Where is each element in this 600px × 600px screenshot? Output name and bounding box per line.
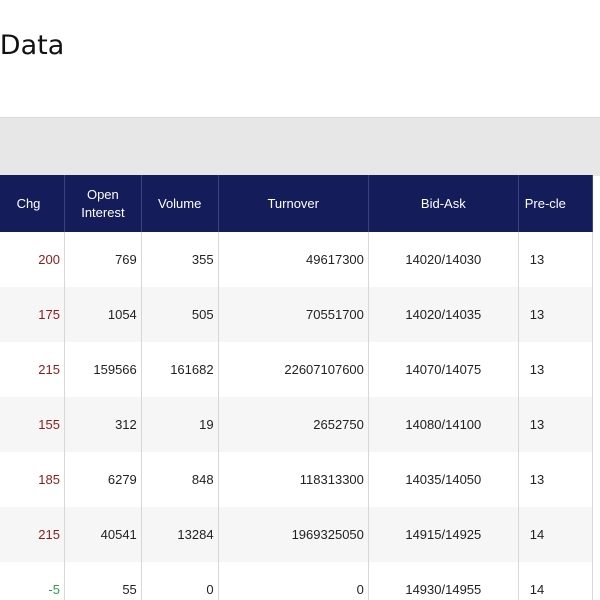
cell-turnover: 49617300 [218, 232, 369, 287]
column-header-pre-close[interactable]: Pre-cle [518, 175, 594, 232]
cell-turnover: 1969325050 [218, 507, 369, 562]
cell-pre-close: 13 [518, 452, 594, 507]
cell-volume: 848 [141, 452, 219, 507]
cell-turnover: 118313300 [218, 452, 369, 507]
cell-chg: 215 [0, 507, 65, 562]
cell-bid-ask: 14080/14100 [368, 397, 519, 452]
cell-pre-close: 13 [518, 397, 594, 452]
table-row[interactable]: 200 769 355 49617300 14020/14030 13 [0, 232, 594, 287]
cell-bid-ask: 14035/14050 [368, 452, 519, 507]
cell-volume: 161682 [141, 342, 219, 397]
market-data-table: Chg Open Interest Volume Turnover Bid-As… [0, 175, 594, 600]
cell-volume: 13284 [141, 507, 219, 562]
cell-chg: 200 [0, 232, 65, 287]
cell-volume: 19 [141, 397, 219, 452]
cell-turnover: 70551700 [218, 287, 369, 342]
column-header-turnover[interactable]: Turnover [218, 175, 369, 232]
column-header-bid-ask[interactable]: Bid-Ask [368, 175, 519, 232]
cell-pre-close: 13 [518, 287, 594, 342]
cell-bid-ask: 14020/14030 [368, 232, 519, 287]
cell-chg: 185 [0, 452, 65, 507]
column-header-volume[interactable]: Volume [141, 175, 219, 232]
cell-chg: 155 [0, 397, 65, 452]
cell-volume: 0 [141, 562, 219, 600]
table-row[interactable]: 215 159566 161682 22607107600 14070/14075 13 [0, 342, 594, 397]
cell-bid-ask: 14070/14075 [368, 342, 519, 397]
page-title: et Data [0, 30, 65, 61]
cell-turnover: 2652750 [218, 397, 369, 452]
column-header-open-interest[interactable]: Open Interest [64, 175, 142, 232]
table-row[interactable]: 185 6279 848 118313300 14035/14050 13 [0, 452, 594, 507]
table-row[interactable]: 215 40541 13284 1969325050 14915/14925 14 [0, 507, 594, 562]
cell-bid-ask: 14020/14035 [368, 287, 519, 342]
cell-chg: -5 [0, 562, 65, 600]
cell-open-interest: 769 [64, 232, 142, 287]
cell-open-interest: 55 [64, 562, 142, 600]
cell-open-interest: 40541 [64, 507, 142, 562]
cell-turnover: 22607107600 [218, 342, 369, 397]
cell-open-interest: 1054 [64, 287, 142, 342]
cell-pre-close: 13 [518, 342, 594, 397]
filter-bar [0, 117, 600, 176]
cell-open-interest: 312 [64, 397, 142, 452]
cell-chg: 175 [0, 287, 65, 342]
cell-pre-close: 13 [518, 232, 594, 287]
cell-pre-close: 14 [518, 562, 594, 600]
cell-chg: 215 [0, 342, 65, 397]
column-header-chg[interactable]: Chg [0, 175, 65, 232]
cell-bid-ask: 14915/14925 [368, 507, 519, 562]
table-row[interactable]: -5 55 0 0 14930/14955 14 [0, 562, 594, 600]
table-row[interactable]: 155 312 19 2652750 14080/14100 13 [0, 397, 594, 452]
cell-volume: 355 [141, 232, 219, 287]
cell-open-interest: 6279 [64, 452, 142, 507]
table-row[interactable]: 175 1054 505 70551700 14020/14035 13 [0, 287, 594, 342]
cell-bid-ask: 14930/14955 [368, 562, 519, 600]
table-header-row: Chg Open Interest Volume Turnover Bid-As… [0, 175, 594, 232]
cell-volume: 505 [141, 287, 219, 342]
cell-pre-close: 14 [518, 507, 594, 562]
cell-turnover: 0 [218, 562, 369, 600]
cell-open-interest: 159566 [64, 342, 142, 397]
